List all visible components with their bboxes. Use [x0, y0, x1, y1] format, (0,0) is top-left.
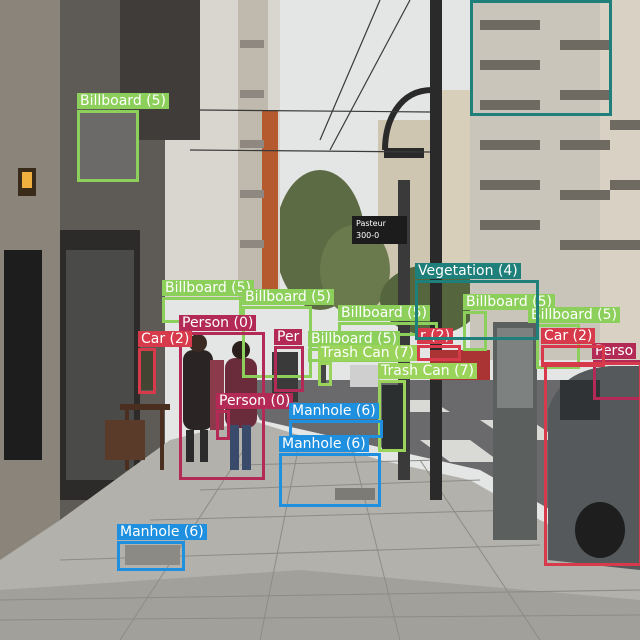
annotation-box: [415, 280, 539, 340]
annotation-label: Billboard (5): [308, 331, 400, 347]
annotation-label: Vegetation (4): [415, 263, 521, 279]
annotation-label: r (2): [417, 328, 454, 344]
annotation-label: Car (2): [541, 328, 596, 344]
annotation-box: [378, 380, 406, 452]
annotation-box-person-right: [544, 362, 640, 566]
annotation-box: [541, 345, 605, 367]
annotation-label: Person (0): [179, 315, 257, 331]
annotation-label: Billboard (5): [463, 294, 555, 310]
annotation-box: [318, 362, 332, 386]
annotation-box: [274, 346, 304, 392]
annotation-box: [417, 345, 461, 361]
annotation-label: Billboard (5): [77, 93, 169, 109]
annotation-label: Car (2): [138, 331, 193, 347]
annotation-label: Trash Can (7): [318, 345, 417, 361]
annotation-label: Manhole (6): [279, 436, 369, 452]
annotation-label: Billboard (5): [162, 280, 254, 296]
annotation-label: Billboard (5): [528, 307, 620, 323]
annotation-label: Person (0): [216, 393, 294, 409]
annotation-box: [77, 110, 139, 182]
annotation-label: Billboard (5): [338, 305, 430, 321]
annotation-label: Manhole (6): [117, 524, 207, 540]
annotation-box: [463, 311, 487, 351]
street-sign-line1: Pasteur: [356, 219, 386, 228]
annotation-label: Billboard (5): [242, 289, 334, 305]
annotation-box: [117, 541, 185, 571]
annotation-box: [593, 360, 640, 400]
annotation-label: Per: [274, 329, 303, 345]
annotation-box: [279, 453, 381, 507]
street-sign-line2: 300-0: [356, 231, 380, 240]
annotation-box: [216, 410, 230, 440]
annotation-box-vegetation-top: [470, 0, 612, 116]
annotation-box: [138, 348, 156, 394]
annotation-label: Trash Can (7): [378, 363, 477, 379]
annotation-label: Manhole (6): [289, 403, 379, 419]
